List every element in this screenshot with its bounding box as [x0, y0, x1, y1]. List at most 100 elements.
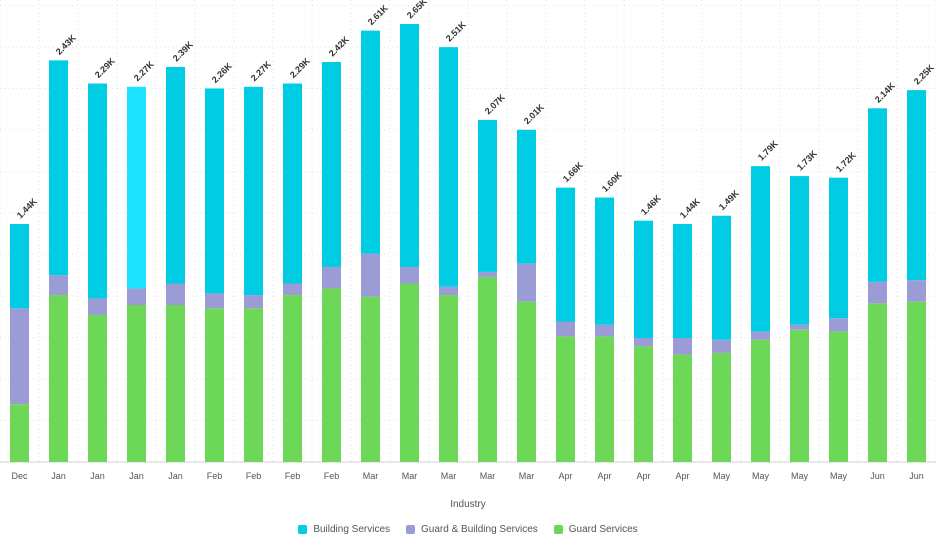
bar-guard-services[interactable] — [283, 295, 302, 462]
x-tick-label: Mar — [402, 471, 418, 481]
bar-guard-services[interactable] — [907, 301, 926, 462]
bar-guard-services[interactable] — [634, 346, 653, 462]
bar-guard-building-services[interactable] — [400, 266, 419, 284]
bar-guard-building-services[interactable] — [10, 308, 29, 405]
bar-building-services[interactable] — [10, 223, 29, 309]
bar-building-services[interactable] — [673, 223, 692, 339]
total-label: 2.07K — [483, 92, 507, 116]
bar-guard-building-services[interactable] — [829, 318, 848, 332]
total-label: 1.60K — [600, 170, 624, 194]
bar-guard-services[interactable] — [868, 303, 887, 462]
bar-guard-services[interactable] — [829, 331, 848, 462]
bar-guard-building-services[interactable] — [283, 283, 302, 296]
bar-building-services[interactable] — [88, 83, 107, 299]
bar-building-services[interactable] — [556, 187, 575, 322]
bar-guard-services[interactable] — [88, 314, 107, 462]
bar-guard-building-services[interactable] — [517, 263, 536, 302]
bar-guard-building-services[interactable] — [166, 283, 185, 305]
x-tick-label: Apr — [675, 471, 689, 481]
bar-guard-building-services[interactable] — [88, 298, 107, 315]
bar-guard-services[interactable] — [127, 304, 146, 462]
bar-building-services[interactable] — [790, 176, 809, 325]
bar-building-services[interactable] — [166, 66, 185, 284]
total-label: 2.42K — [327, 34, 351, 58]
bar-guard-building-services[interactable] — [127, 288, 146, 305]
bar-building-services[interactable] — [634, 220, 653, 339]
bar-building-services[interactable] — [478, 119, 497, 272]
bar-guard-building-services[interactable] — [49, 275, 68, 296]
bar-guard-building-services[interactable] — [907, 280, 926, 302]
bar-building-services[interactable] — [868, 108, 887, 282]
bar-guard-building-services[interactable] — [478, 271, 497, 277]
bar-guard-services[interactable] — [49, 295, 68, 462]
legend-item-building-services[interactable]: Building Services — [298, 524, 390, 535]
bar-guard-building-services[interactable] — [205, 293, 224, 309]
bar-building-services[interactable] — [127, 86, 146, 289]
bar-guard-building-services[interactable] — [595, 324, 614, 337]
x-tick-label: Feb — [246, 471, 262, 481]
bar-building-services[interactable] — [322, 62, 341, 267]
bar-guard-building-services[interactable] — [790, 324, 809, 330]
bar-building-services[interactable] — [283, 83, 302, 284]
x-tick-label: Feb — [207, 471, 223, 481]
x-tick-label: Apr — [558, 471, 572, 481]
legend-label: Building Services — [313, 524, 391, 535]
bar-building-services[interactable] — [712, 215, 731, 340]
bar-guard-services[interactable] — [673, 354, 692, 462]
legend-label: Guard Services — [568, 524, 638, 535]
bar-guard-services[interactable] — [439, 295, 458, 462]
legend-item-guard-services[interactable]: Guard Services — [553, 524, 638, 535]
x-tick-label: Feb — [285, 471, 301, 481]
bars — [10, 24, 926, 462]
bar-guard-services[interactable] — [712, 352, 731, 462]
legend-item-guard-building-services[interactable]: Guard & Building Services — [406, 524, 538, 535]
bar-guard-services[interactable] — [595, 336, 614, 462]
bar-guard-building-services[interactable] — [751, 331, 770, 340]
bar-building-services[interactable] — [244, 86, 263, 296]
bar-guard-services[interactable] — [244, 308, 263, 462]
total-label: 2.14K — [873, 80, 897, 104]
bar-guard-services[interactable] — [556, 336, 575, 462]
bar-building-services[interactable] — [829, 177, 848, 319]
bar-guard-services[interactable] — [478, 276, 497, 462]
total-label: 2.25K — [912, 62, 936, 86]
bar-guard-building-services[interactable] — [634, 338, 653, 347]
bar-building-services[interactable] — [49, 60, 68, 276]
bar-building-services[interactable] — [751, 166, 770, 332]
bar-guard-services[interactable] — [751, 339, 770, 462]
bar-guard-building-services[interactable] — [868, 281, 887, 304]
legend-swatch — [406, 525, 416, 534]
bar-guard-services[interactable] — [790, 329, 809, 462]
bar-guard-services[interactable] — [361, 296, 380, 462]
x-tick-label: Mar — [441, 471, 457, 481]
x-tick-label: Feb — [324, 471, 340, 481]
x-tick-label: Apr — [597, 471, 611, 481]
total-label: 1.44K — [678, 196, 702, 220]
grid-lines — [0, 0, 936, 463]
bar-guard-services[interactable] — [400, 283, 419, 462]
bar-building-services[interactable] — [907, 90, 926, 281]
bar-building-services[interactable] — [205, 88, 224, 294]
bar-building-services[interactable] — [361, 30, 380, 254]
bar-building-services[interactable] — [595, 197, 614, 325]
bar-guard-building-services[interactable] — [322, 266, 341, 289]
bar-guard-building-services[interactable] — [361, 253, 380, 297]
bar-guard-services[interactable] — [322, 288, 341, 462]
bar-building-services[interactable] — [517, 129, 536, 264]
bar-guard-building-services[interactable] — [712, 339, 731, 353]
bar-guard-building-services[interactable] — [556, 321, 575, 337]
bar-guard-services[interactable] — [166, 304, 185, 462]
bar-building-services[interactable] — [400, 24, 419, 267]
total-label: 1.49K — [717, 188, 741, 212]
total-label: 1.44K — [15, 196, 39, 220]
bar-building-services[interactable] — [439, 47, 458, 287]
x-tick-label: Jun — [909, 471, 924, 481]
bar-guard-building-services[interactable] — [244, 295, 263, 309]
bar-guard-services[interactable] — [517, 301, 536, 462]
bar-guard-building-services[interactable] — [439, 286, 458, 296]
x-tick-label: Jun — [870, 471, 885, 481]
bar-guard-services[interactable] — [205, 308, 224, 462]
bar-guard-building-services[interactable] — [673, 338, 692, 355]
bar-guard-services[interactable] — [10, 404, 29, 462]
